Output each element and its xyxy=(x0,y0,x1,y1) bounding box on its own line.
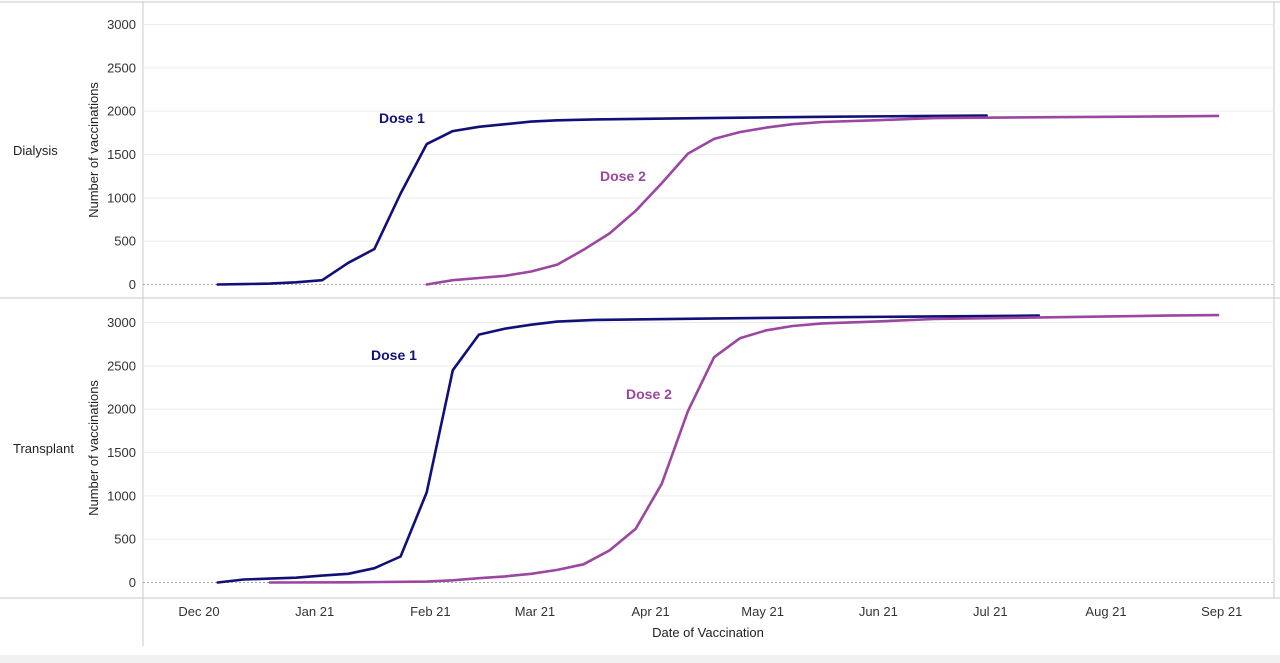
x-tick-label: Dec 20 xyxy=(178,604,219,619)
y-tick-label: 1000 xyxy=(107,488,136,503)
x-tick-label: Jul 21 xyxy=(973,604,1008,619)
y-tick-label: 2500 xyxy=(107,358,136,373)
x-tick-label: May 21 xyxy=(741,604,784,619)
gridlines xyxy=(143,24,1274,583)
y-tick-label: 0 xyxy=(129,277,136,292)
x-tick-label: Apr 21 xyxy=(631,604,669,619)
y-tick-label: 3000 xyxy=(107,17,136,32)
y-tick-label: 1000 xyxy=(107,190,136,205)
footer-strip xyxy=(0,655,1280,663)
y-tick-label: 3000 xyxy=(107,315,136,330)
y-tick-label: 1500 xyxy=(107,445,136,460)
series-labels: Dose 1 Dose 2 Dose 1 Dose 2 xyxy=(371,110,672,402)
y-tick-label: 2000 xyxy=(107,402,136,417)
series-line-transplant-dose-2 xyxy=(268,313,1220,584)
series-label-dose-2: Dose 2 xyxy=(626,386,672,402)
x-axis-title: Date of Vaccination xyxy=(652,625,764,640)
y-tick-label: 1500 xyxy=(107,147,136,162)
y-tick-label: 2000 xyxy=(107,104,136,119)
series-label-dose-2: Dose 2 xyxy=(600,168,646,184)
x-tick-label: Aug 21 xyxy=(1085,604,1126,619)
series-line-transplant-dose-1 xyxy=(216,314,1041,584)
series-line-dialysis-dose-1 xyxy=(216,114,988,286)
x-tick-label: Jun 21 xyxy=(859,604,898,619)
series-line-dialysis-dose-2 xyxy=(425,114,1220,286)
x-tick-label: Sep 21 xyxy=(1201,604,1242,619)
y-axis-title: Number of vaccinations xyxy=(86,82,101,218)
row-label-dialysis: Dialysis xyxy=(13,143,58,158)
panel-frame xyxy=(0,1,1280,646)
axes: 0 500 1000 1500 2000 2500 3000 Number of vaccin… xyxy=(13,17,1242,619)
series-label-dose-1: Dose 1 xyxy=(371,347,417,363)
x-tick-label: Jan 21 xyxy=(295,604,334,619)
series-label-dose-1: Dose 1 xyxy=(379,110,425,126)
y-axis-title: Number of vaccinations xyxy=(86,380,101,516)
y-tick-label: 500 xyxy=(114,532,136,547)
y-tick-label: 500 xyxy=(114,234,136,249)
x-tick-label: Mar 21 xyxy=(515,604,555,619)
x-tick-label: Feb 21 xyxy=(410,604,450,619)
series-lines xyxy=(216,114,1220,584)
row-label-transplant: Transplant xyxy=(13,441,74,456)
y-tick-label: 2500 xyxy=(107,60,136,75)
y-tick-label: 0 xyxy=(129,575,136,590)
